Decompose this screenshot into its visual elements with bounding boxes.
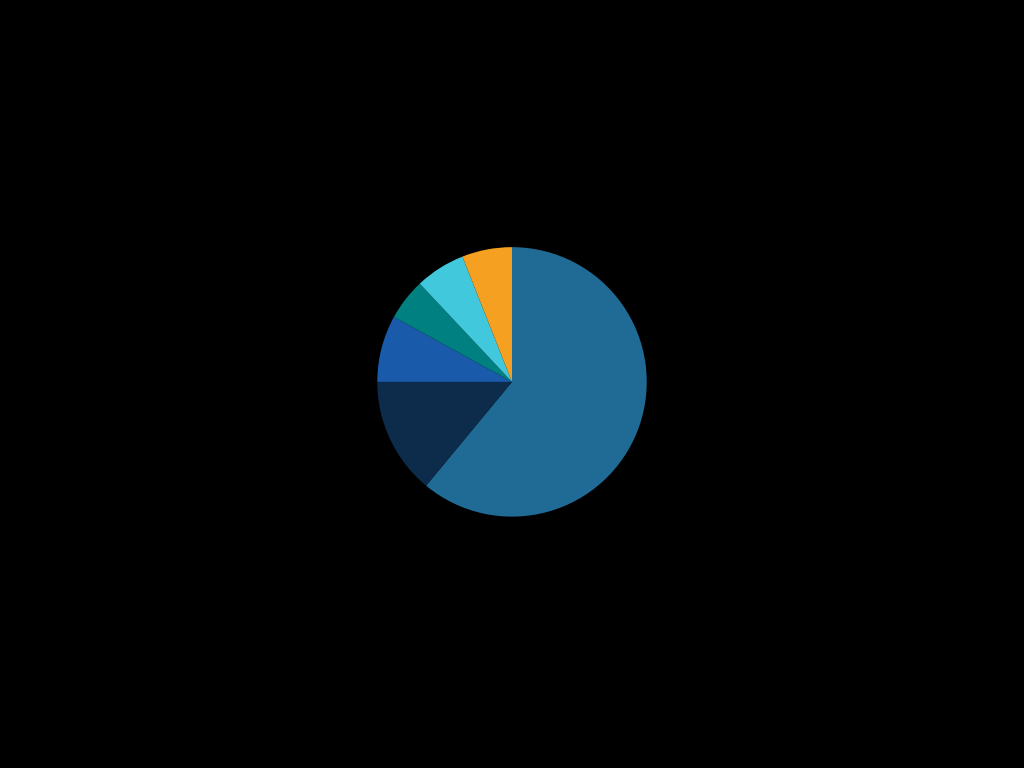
Wedge shape bbox=[426, 247, 647, 517]
Wedge shape bbox=[420, 257, 512, 382]
Wedge shape bbox=[463, 247, 512, 382]
Wedge shape bbox=[377, 382, 512, 485]
Wedge shape bbox=[394, 283, 512, 382]
Wedge shape bbox=[377, 317, 512, 382]
